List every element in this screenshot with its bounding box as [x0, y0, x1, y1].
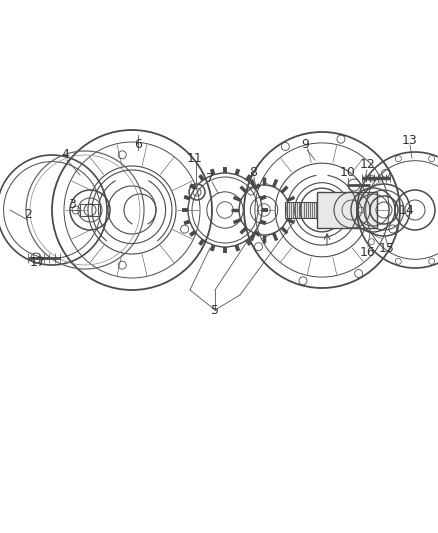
Text: 7: 7 [206, 172, 214, 184]
Text: 2: 2 [24, 208, 32, 222]
Text: 10: 10 [340, 166, 356, 179]
Text: 9: 9 [301, 139, 309, 151]
Text: 6: 6 [134, 139, 142, 151]
Text: 16: 16 [360, 246, 376, 259]
Text: 3: 3 [68, 198, 76, 212]
Text: 14: 14 [399, 204, 415, 216]
Text: 15: 15 [379, 241, 395, 254]
Bar [285, 202, 320, 218]
Text: 17: 17 [30, 255, 46, 269]
Text: 13: 13 [402, 133, 418, 147]
Text: 12: 12 [360, 158, 376, 172]
Text: 5: 5 [211, 303, 219, 317]
Text: 4: 4 [61, 149, 69, 161]
Text: 11: 11 [187, 151, 203, 165]
Bar [80, 204, 100, 216]
Bar [317, 192, 377, 228]
Text: 8: 8 [249, 166, 257, 180]
